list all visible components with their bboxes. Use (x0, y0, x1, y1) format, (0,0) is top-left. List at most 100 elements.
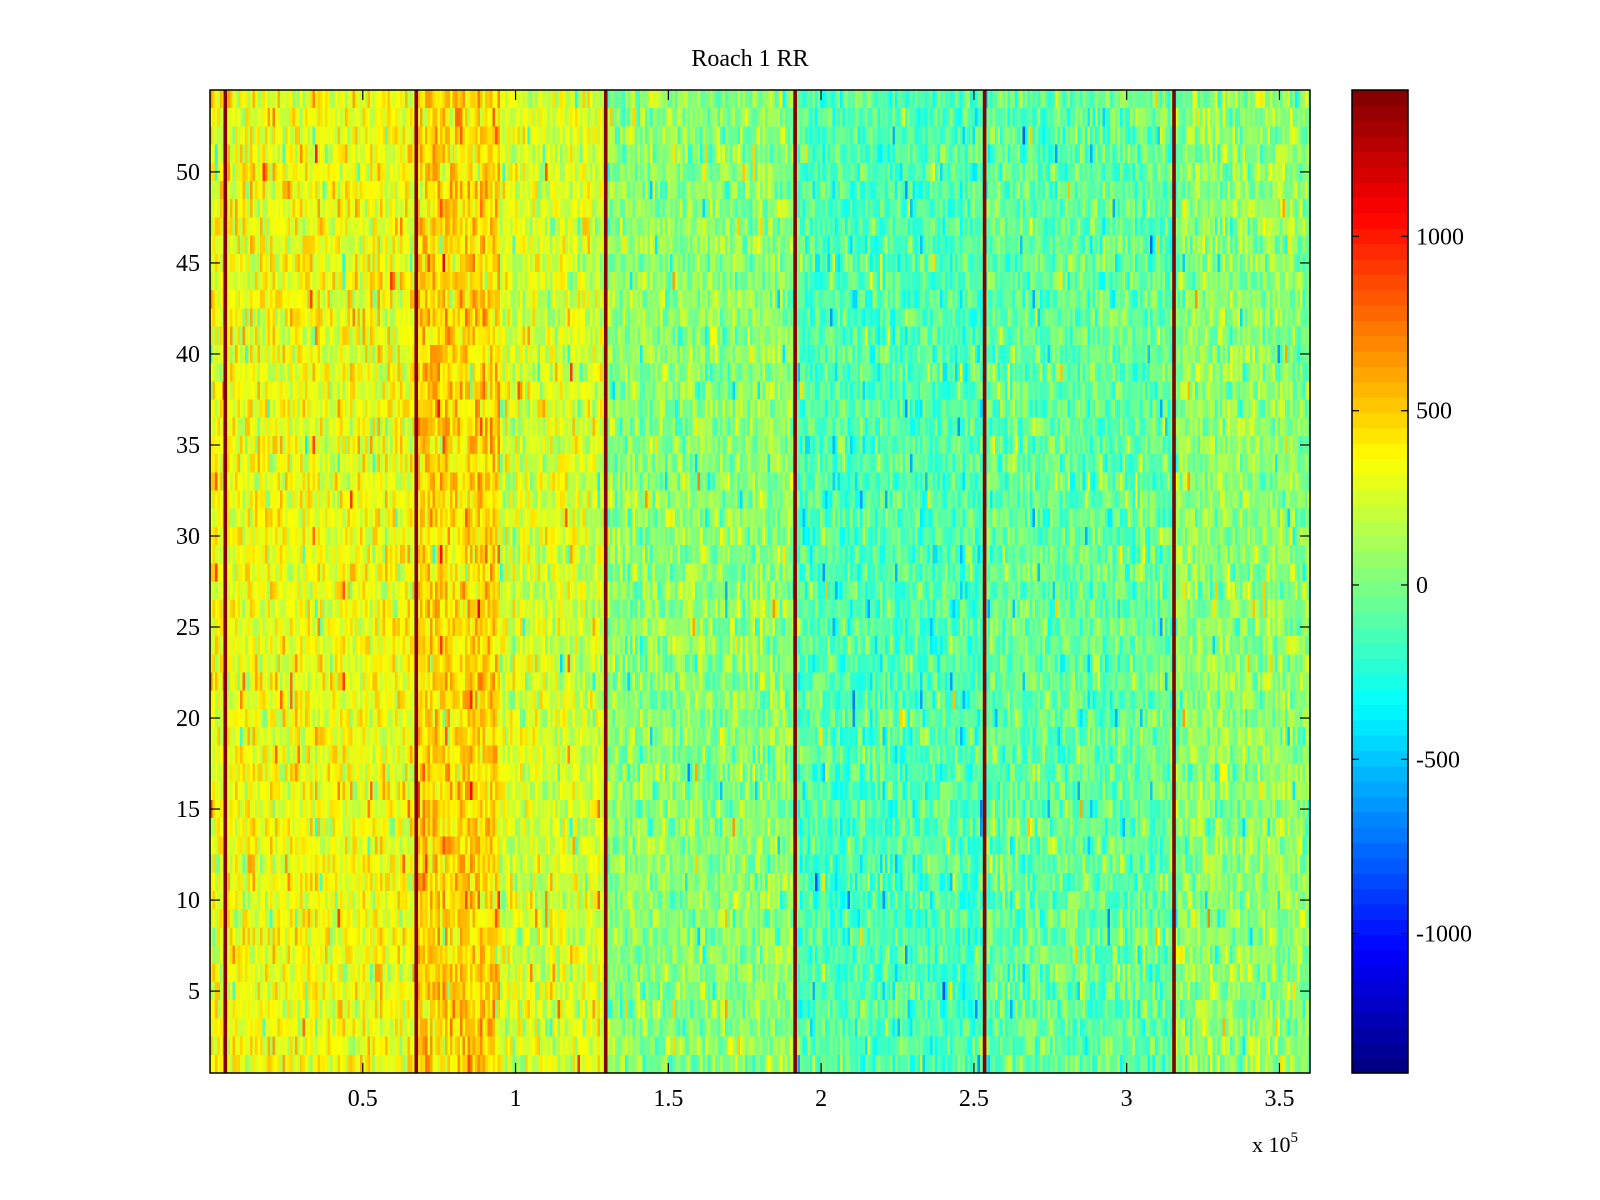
colorbar-step (1352, 335, 1408, 352)
x-tick-label: 2.5 (959, 1086, 989, 1112)
y-tick-label: 50 (176, 160, 200, 186)
chart-title: Roach 1 RR (691, 46, 808, 72)
plot-frame (209, 89, 1311, 1074)
dark-red-column-5 (982, 90, 987, 1073)
colorbar-step (1352, 305, 1408, 321)
colorbar-step (1352, 366, 1408, 383)
colorbar-step (1352, 581, 1408, 598)
colorbar-step (1352, 458, 1408, 475)
dark-red-column-4 (793, 90, 797, 1073)
colorbar-step (1352, 1026, 1408, 1043)
colorbar-step (1352, 397, 1408, 414)
x-tick-label: 3 (1121, 1086, 1133, 1112)
colorbar-tick-label: -1000 (1416, 922, 1472, 948)
colorbar-step (1352, 719, 1408, 736)
colorbar (1352, 90, 1408, 1074)
colorbar-step (1352, 520, 1408, 537)
y-tick-label: 5 (188, 979, 200, 1005)
x-tick-label: 3.5 (1264, 1086, 1294, 1112)
colorbar-step (1352, 934, 1408, 951)
colorbar-step (1352, 274, 1408, 291)
colorbar-step (1352, 827, 1408, 844)
colorbar-step (1352, 750, 1408, 767)
colorbar-step (1352, 888, 1408, 905)
colorbar-step (1352, 857, 1408, 874)
colorbar-step (1352, 919, 1408, 936)
colorbar-tick-label: 500 (1416, 399, 1452, 425)
x-tick-label: 1 (510, 1086, 522, 1112)
colorbar-tick-label: 0 (1416, 573, 1428, 599)
x-axis: 0.5 1 1.5 2 2.5 3 3.5 (348, 90, 1294, 1112)
colorbar-step (1352, 243, 1408, 260)
colorbar-step (1352, 781, 1408, 798)
colorbar-step (1352, 197, 1408, 214)
colorbar-step (1352, 289, 1408, 306)
colorbar-step (1352, 535, 1408, 552)
colorbar-step (1352, 443, 1408, 460)
colorbar-step (1352, 212, 1408, 229)
colorbar-step (1352, 673, 1408, 690)
dark-red-column-6 (1172, 90, 1176, 1073)
colorbar-step (1352, 550, 1408, 567)
colorbar-step (1352, 381, 1408, 398)
colorbar-step (1352, 904, 1408, 921)
colorbar-step (1352, 627, 1408, 644)
colorbar-tick-label: 1000 (1416, 224, 1464, 250)
y-tick-label: 15 (176, 797, 200, 823)
x-multiplier-exponent: 5 (1291, 1130, 1299, 1146)
colorbar-step (1352, 90, 1408, 106)
colorbar-step (1352, 965, 1408, 982)
colorbar-step (1352, 489, 1408, 506)
colorbar-step (1352, 1042, 1408, 1059)
heatmap-cells (210, 90, 1310, 1073)
colorbar-step (1352, 228, 1408, 245)
colorbar-step (1352, 765, 1408, 782)
x-multiplier-label: x 105 (1252, 1130, 1298, 1157)
x-tick-label: 0.5 (348, 1086, 378, 1112)
colorbar-step (1352, 427, 1408, 444)
colorbar-step (1352, 796, 1408, 813)
colorbar-step (1352, 873, 1408, 890)
dark-red-column-1 (223, 90, 228, 1073)
colorbar-step (1352, 980, 1408, 997)
dark-red-column-2 (414, 90, 419, 1073)
colorbar-step (1352, 704, 1408, 721)
colorbar-step (1352, 1057, 1408, 1074)
colorbar-step (1352, 151, 1408, 168)
colorbar-step (1352, 351, 1408, 368)
colorbar-step (1352, 996, 1408, 1013)
colorbar-step (1352, 842, 1408, 859)
colorbar-step (1352, 182, 1408, 199)
colorbar-step (1352, 658, 1408, 675)
colorbar-step (1352, 320, 1408, 337)
colorbar-step (1352, 566, 1408, 583)
x-tick-label: 1.5 (653, 1086, 683, 1112)
y-axis: 5 10 15 20 25 30 35 40 45 50 (176, 160, 1310, 1005)
colorbar-step (1352, 412, 1408, 429)
colorbar-frame (1351, 89, 1409, 1074)
colorbar-step (1352, 811, 1408, 828)
y-tick-label: 10 (176, 888, 200, 914)
y-tick-label: 30 (176, 524, 200, 550)
colorbar-step (1352, 105, 1408, 122)
colorbar-step (1352, 504, 1408, 521)
colorbar-tick-label: -500 (1416, 747, 1460, 773)
y-tick-label: 40 (176, 342, 200, 368)
dark-red-column-3 (603, 90, 608, 1073)
colorbar-step (1352, 596, 1408, 613)
colorbar-step (1352, 735, 1408, 752)
y-tick-label: 45 (176, 251, 200, 277)
colorbar-step (1352, 950, 1408, 967)
y-tick-label: 25 (176, 615, 200, 641)
colorbar-step (1352, 689, 1408, 705)
colorbar-step (1352, 642, 1408, 659)
colorbar-step (1352, 166, 1408, 183)
x-tick-label: 2 (815, 1086, 827, 1112)
y-tick-label: 35 (176, 433, 200, 459)
heatmap-plot-area (210, 90, 1310, 1073)
colorbar-step (1352, 1011, 1408, 1028)
colorbar-step (1352, 120, 1408, 137)
colorbar-axis: 1000 500 0 -500 -1000 (1352, 224, 1472, 948)
colorbar-step (1352, 258, 1408, 275)
